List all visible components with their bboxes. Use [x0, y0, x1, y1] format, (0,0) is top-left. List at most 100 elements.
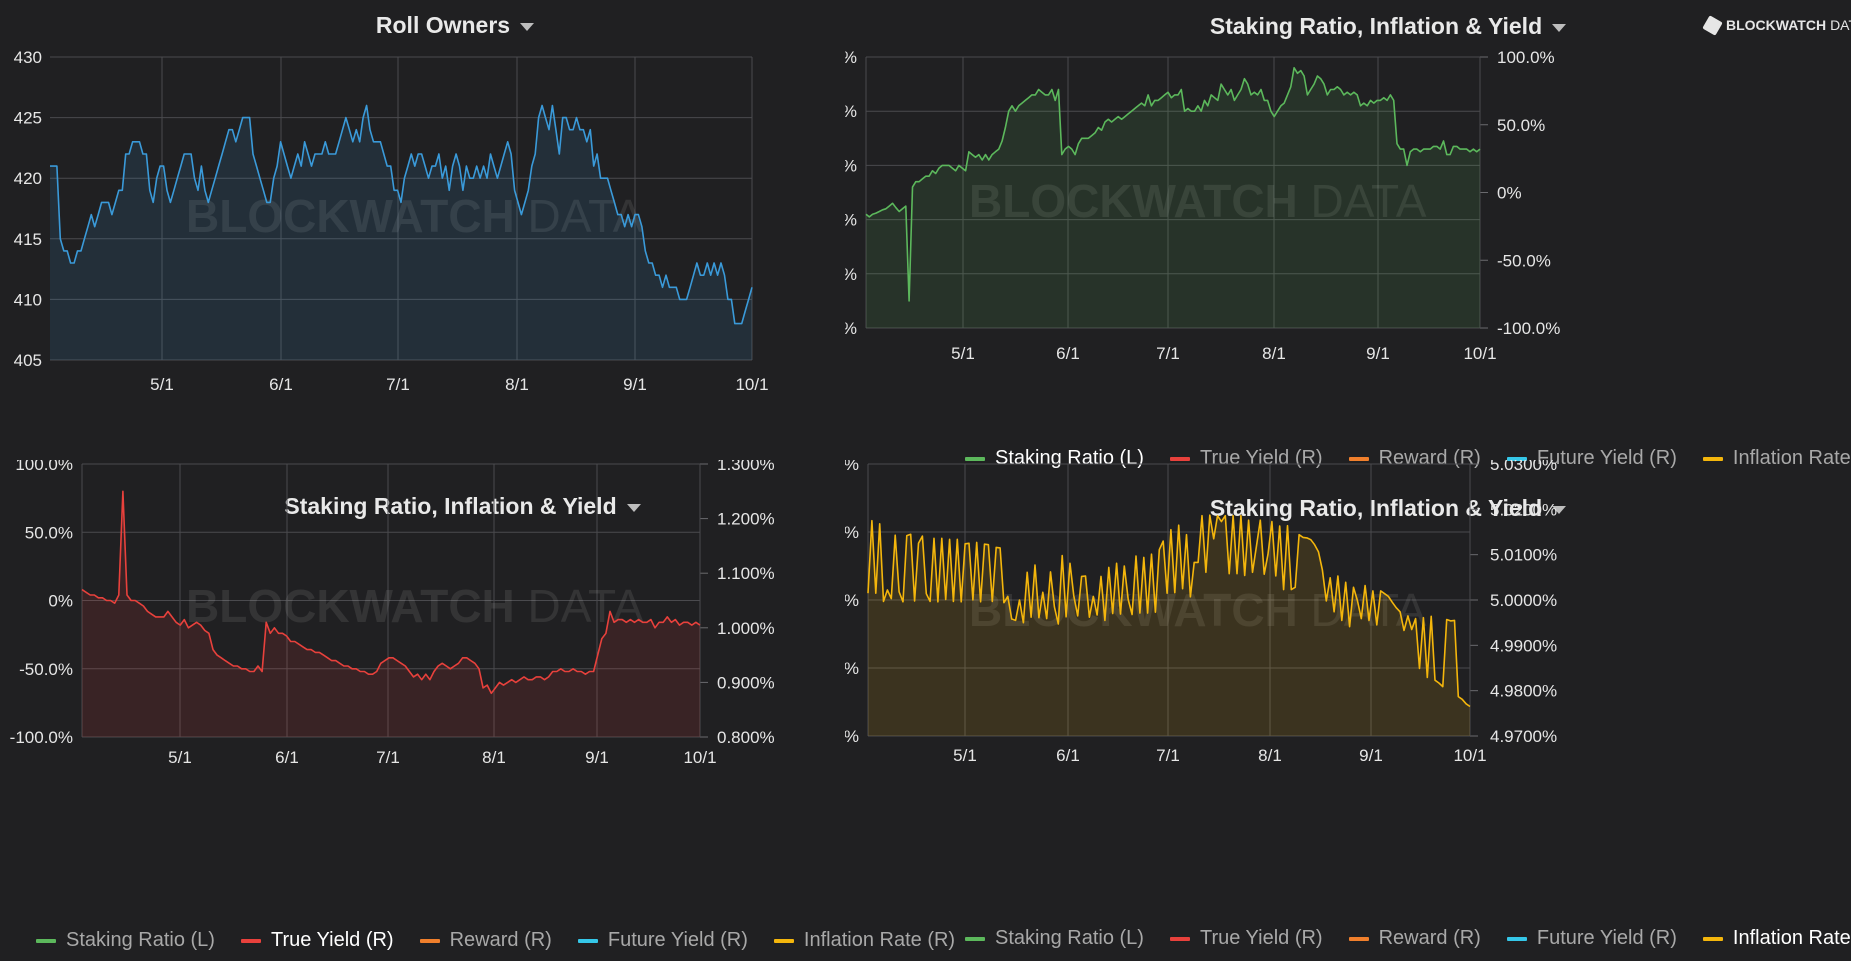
caret-down-icon — [626, 503, 641, 512]
legend-swatch — [1348, 936, 1369, 941]
legend-item[interactable]: Reward (R) — [1348, 927, 1481, 950]
x-tick-label: 5/1 — [951, 344, 975, 363]
chart-title-dropdown[interactable]: Roll Owners — [0, 12, 910, 39]
y-tick-label-left: -100.0% — [845, 727, 859, 746]
legend-swatch — [577, 938, 598, 943]
x-tick-label: 6/1 — [1056, 344, 1080, 363]
legend-label: Reward (R) — [1378, 927, 1481, 949]
caret-down-icon — [520, 22, 535, 31]
legend-item[interactable]: Inflation Rate (R) — [773, 929, 955, 952]
y-tick-label-left: -100.0% — [10, 728, 73, 747]
y-tick-label-left: 80.00% — [845, 102, 857, 121]
series-line — [81, 490, 701, 695]
watermark: BLOCKWATCH DATA — [186, 190, 644, 242]
series-line — [50, 104, 753, 325]
y-tick-label-left: 410 — [14, 290, 42, 309]
legend-item[interactable]: Inflation Rate (R) — [1702, 927, 1851, 950]
x-tick-label: 6/1 — [269, 375, 293, 394]
legend: Staking Ratio (L) True Yield (R) Reward (R… — [36, 929, 955, 952]
x-tick-label: 8/1 — [482, 748, 506, 767]
legend-swatch — [965, 456, 985, 461]
caret-down-icon — [1552, 505, 1567, 514]
legend-item[interactable]: Future Yield (R) — [577, 929, 748, 952]
y-tick-label-right: 5.0200% — [1490, 500, 1557, 519]
x-tick-label: 10/1 — [1453, 746, 1486, 765]
legend-swatch — [1702, 456, 1723, 461]
y-tick-label-right: 5.0100% — [1490, 546, 1557, 565]
y-tick-label-left: 50.0% — [845, 523, 859, 542]
legend-swatch — [1169, 936, 1190, 941]
y-tick-label-right: 4.9900% — [1490, 636, 1557, 655]
y-tick-label-right: 0% — [1497, 184, 1522, 203]
x-tick-label: 8/1 — [1262, 344, 1286, 363]
legend-item[interactable]: True Yield (R) — [1169, 927, 1323, 950]
chart-true-yield: 100.0% 50.0% 0% -50.0% -100.0% 1.300% 1.200% 1.… — [10, 460, 775, 767]
chart-roll-owners: 430 425 420 415 410 405 5/1 6/1 7/1 8/1 9/1 10/1 BLO… — [14, 48, 769, 394]
y-tick-label-left: 77.00% — [845, 265, 857, 284]
y-tick-label-left: 50.0% — [25, 523, 73, 542]
y-tick-label-right: 1.300% — [717, 460, 775, 474]
watermark-light: DATA — [1311, 175, 1427, 227]
watermark: BLOCKWATCH DATA — [969, 175, 1427, 227]
y-tick-label-left: 415 — [14, 230, 42, 249]
legend-swatch — [419, 938, 440, 943]
y-tick-label-right: -100.0% — [1497, 319, 1560, 338]
chart-title-dropdown[interactable]: Staking Ratio, Inflation & Yield — [925, 495, 1851, 522]
legend-label: Inflation Rate (R) — [1732, 447, 1851, 469]
y-tick-label-right: 4.9800% — [1490, 682, 1557, 701]
x-tick-label: 9/1 — [1359, 746, 1383, 765]
panel-inflation-rate: Staking Ratio, Inflation & Yield 100.0% 5… — [845, 460, 1851, 961]
chart-title-dropdown[interactable]: Staking Ratio, Inflation & Yield — [0, 493, 925, 520]
x-tick-label: 8/1 — [505, 375, 529, 394]
legend-swatch — [965, 936, 985, 941]
legend-swatch — [240, 938, 261, 943]
legend-swatch — [1506, 456, 1527, 461]
series-line — [867, 514, 1471, 708]
series-area — [82, 491, 700, 737]
series-area — [866, 67, 1480, 329]
y-tick-label-right: 4.9700% — [1490, 727, 1557, 746]
x-tick-label: 7/1 — [1156, 746, 1180, 765]
legend: Staking Ratio (L) True Yield (R) Reward (R… — [965, 927, 1851, 950]
chart-title: Staking Ratio, Inflation & Yield — [284, 493, 617, 519]
x-tick-label: 7/1 — [386, 375, 410, 394]
y-tick-label-right: 1.000% — [717, 619, 775, 638]
legend-item[interactable]: Inflation Rate (R) — [1702, 447, 1851, 470]
y-tick-label-left: 100.0% — [15, 460, 73, 474]
legend-item[interactable]: Future Yield (R) — [1506, 447, 1677, 470]
legend-item[interactable]: Reward (R) — [419, 929, 552, 952]
legend-label: Future Yield (R) — [1536, 927, 1677, 949]
watermark-light: DATA — [528, 580, 644, 632]
legend-item[interactable]: Future Yield (R) — [1506, 927, 1677, 950]
brand-name-bold: BLOCKWATCH — [1726, 17, 1827, 33]
x-tick-label: 9/1 — [1366, 344, 1390, 363]
watermark-bold: BLOCKWATCH — [186, 580, 528, 632]
y-tick-label-right: 0.800% — [717, 728, 775, 747]
y-tick-label-left: -50.0% — [845, 659, 859, 678]
x-tick-label: 9/1 — [623, 375, 647, 394]
legend-item[interactable]: True Yield (R) — [240, 929, 394, 952]
y-tick-label-left: 81.00% — [845, 48, 857, 67]
chart-title: Staking Ratio, Inflation & Yield — [1209, 13, 1543, 39]
x-tick-label: 7/1 — [376, 748, 400, 767]
x-tick-label: 5/1 — [168, 748, 192, 767]
brand-logo: BLOCKWATCH DATA — [1702, 14, 1851, 36]
legend-swatch — [36, 938, 56, 943]
legend-item[interactable]: Staking Ratio (L) — [36, 929, 215, 952]
legend-item[interactable]: Staking Ratio (L) — [965, 927, 1144, 950]
panel-staking-top: Staking Ratio, Inflation & Yield 81.00% 8… — [845, 0, 1851, 480]
x-tick-label: 6/1 — [275, 748, 299, 767]
chart-inflation-rate: 100.0% 50.0% 0% -50.0% -100.0% 5.0300% 5.0200%… — [845, 460, 1557, 765]
y-tick-label-left: 76.00% — [845, 319, 857, 338]
legend-label: Future Yield (R) — [607, 929, 748, 951]
chart-title-dropdown[interactable]: Staking Ratio, Inflation & Yield — [925, 13, 1851, 40]
y-tick-label-right: 1.100% — [717, 564, 775, 583]
x-tick-label: 5/1 — [150, 375, 174, 394]
panel-roll-owners: Roll Owners 430 425 420 415 410 405 5/1 6/1 7/1 8… — [0, 0, 910, 470]
y-tick-label-right: 100.0% — [1497, 48, 1555, 67]
panel-true-yield: Staking Ratio, Inflation & Yield 100.0% 5… — [0, 460, 955, 961]
x-tick-label: 8/1 — [1258, 746, 1282, 765]
legend-label: True Yield (R) — [1199, 927, 1323, 949]
watermark: BLOCKWATCH DATA — [186, 580, 644, 632]
legend-label: Staking Ratio (L) — [995, 927, 1144, 949]
